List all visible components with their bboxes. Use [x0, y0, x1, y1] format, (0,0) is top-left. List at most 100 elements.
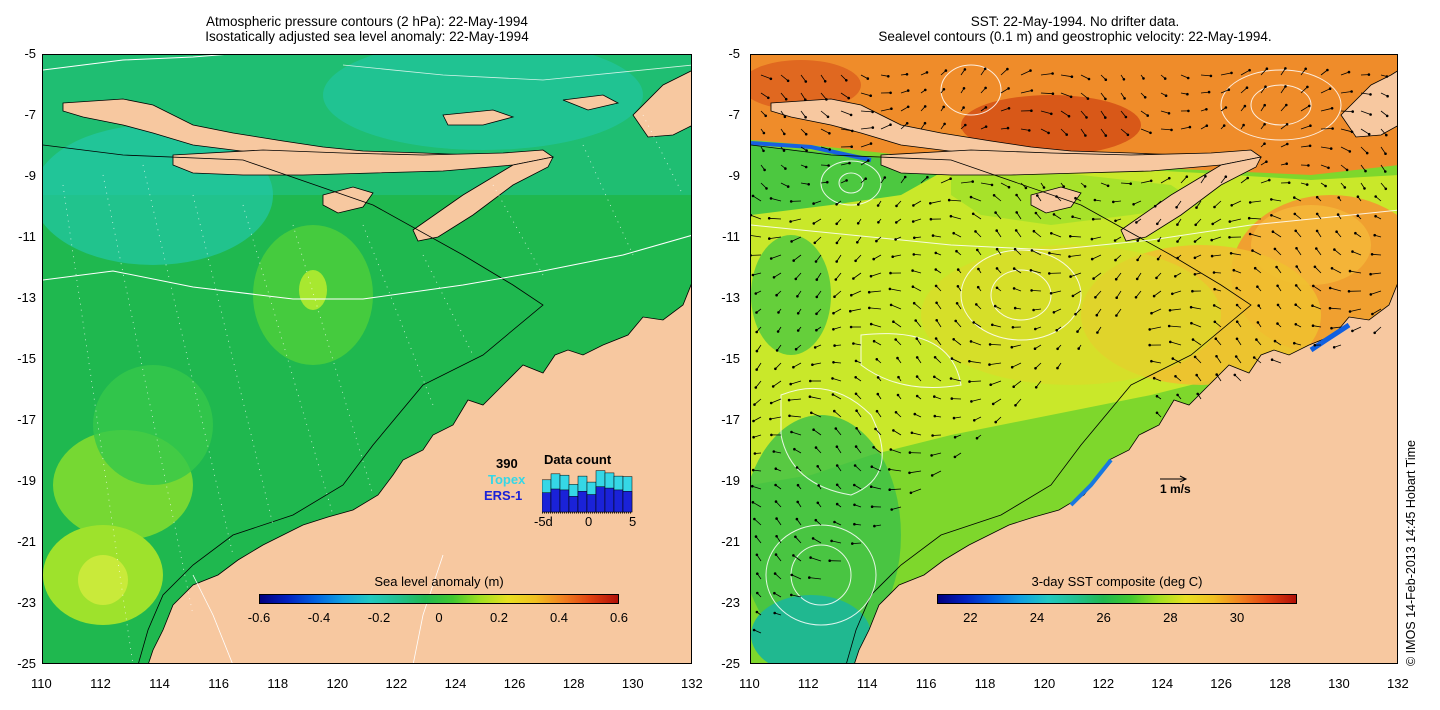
left-x-tick-label: 116	[208, 676, 229, 691]
left-y-tick-label: -19	[17, 473, 36, 488]
left-colorbar-tick-label: 0	[435, 610, 443, 625]
ers1-bar	[622, 491, 633, 513]
right-colorbar	[937, 594, 1297, 604]
ers1-bar	[586, 494, 597, 513]
left-x-tick-label: 110	[31, 676, 52, 691]
right-x-tick-label: 132	[1387, 676, 1409, 691]
left-y-tick-label: -17	[17, 412, 36, 427]
ers1-bar	[604, 487, 615, 513]
right-x-tick-label: 124	[1151, 676, 1174, 691]
geostrophic-velocity-arrows	[751, 67, 1389, 634]
right-y-tick-label: -19	[721, 473, 740, 488]
right-colorbar-tick-label: 26	[1096, 610, 1111, 625]
right-y-tick-label: -21	[721, 534, 740, 549]
left-y-tick-label: -5	[24, 46, 36, 61]
sst-map-svg	[751, 55, 1397, 663]
left-colorbar-tick-label: -0.4	[307, 610, 331, 625]
velocity-scale: 1 m/s	[1158, 474, 1218, 498]
right-x-tick-label: 110	[739, 676, 760, 691]
right-x-tick-label: 130	[1328, 676, 1350, 691]
left-y-tick-label: -9	[24, 168, 36, 183]
left-x-tick-label: 114	[149, 676, 170, 691]
topex-label: Topex	[488, 472, 526, 487]
right-x-tick-label: 120	[1033, 676, 1056, 691]
data-count-tick-0: -5d	[534, 514, 553, 529]
copyright-label: © IMOS 14-Feb-2013 14:45 Hobart Time	[1404, 440, 1418, 666]
ers1-bar	[550, 488, 561, 513]
data-count-title: Data count	[544, 452, 612, 467]
sea-level-anomaly-map[interactable]	[42, 54, 692, 664]
left-x-tick-label: 132	[681, 676, 703, 691]
left-y-tick-label: -23	[17, 595, 36, 610]
ers1-bar	[568, 496, 579, 513]
left-y-tick-label: -13	[17, 290, 36, 305]
velocity-scale-label: 1 m/s	[1160, 482, 1191, 496]
ers1-bar	[595, 486, 606, 513]
ers1-label: ERS-1	[484, 488, 523, 503]
australia-landmass-sst	[854, 283, 1397, 663]
right-y-tick-label: -15	[721, 351, 740, 366]
right-y-tick-label: -9	[728, 168, 740, 183]
right-colorbar-tick-label: 28	[1163, 610, 1178, 625]
data-count-tick-1: 0	[585, 514, 593, 529]
ers1-bar	[577, 491, 588, 513]
left-colorbar-tick-label: 0.2	[489, 610, 509, 625]
right-x-tick-label: 126	[1210, 676, 1232, 691]
data-count-inset: 390 Topex ERS-1 Data count -5d 0 5	[484, 452, 650, 532]
left-x-tick-label: 124	[444, 676, 467, 691]
left-colorbar-tick-label: -0.2	[367, 610, 391, 625]
right-y-tick-label: -7	[728, 107, 740, 122]
right-x-tick-label: 116	[915, 676, 937, 691]
right-x-tick-label: 112	[797, 676, 819, 691]
sea-level-map-svg	[43, 55, 691, 663]
right-y-tick-label: -17	[721, 412, 740, 427]
right-title: SST: 22-May-1994. No drifter data. Seale…	[750, 14, 1400, 44]
left-x-tick-label: 128	[562, 676, 585, 691]
sst-map[interactable]	[750, 54, 1398, 664]
timor-island	[412, 156, 554, 242]
ers1-bar	[613, 489, 624, 513]
right-y-tick-label: -11	[722, 229, 740, 244]
right-x-tick-label: 114	[856, 676, 878, 691]
left-colorbar-label: Sea level anomaly (m)	[374, 574, 504, 589]
left-y-tick-label: -15	[17, 351, 36, 366]
right-x-tick-label: 118	[974, 676, 996, 691]
ers1-bar	[542, 492, 552, 513]
right-title-line2: Sealevel contours (0.1 m) and geostrophi…	[878, 29, 1272, 44]
right-y-tick-label: -25	[721, 656, 740, 671]
left-y-tick-label: -25	[17, 656, 36, 671]
right-colorbar-tick-label: 24	[1029, 610, 1045, 625]
right-y-tick-label: -13	[721, 290, 740, 305]
northern-islands	[632, 70, 691, 138]
left-colorbar-tick-label: 0.4	[549, 610, 569, 625]
left-x-tick-label: 112	[90, 676, 111, 691]
data-count-tick-2: 5	[629, 514, 637, 529]
left-x-tick-label: 122	[385, 676, 408, 691]
ers1-bar	[559, 489, 570, 513]
right-y-tick-label: -23	[721, 595, 740, 610]
data-count-number: 390	[496, 456, 518, 471]
left-colorbar-tick-label: 0.6	[609, 610, 629, 625]
right-x-tick-label: 122	[1092, 676, 1115, 691]
left-title-line1: Atmospheric pressure contours (2 hPa): 2…	[206, 14, 528, 29]
left-title-line2: Isostatically adjusted sea level anomaly…	[205, 29, 529, 44]
left-y-tick-label: -7	[24, 107, 36, 122]
right-title-line1: SST: 22-May-1994. No drifter data.	[970, 14, 1180, 29]
left-x-tick-label: 120	[326, 676, 349, 691]
sumba-island	[322, 186, 374, 214]
left-colorbar-tick-label: -0.6	[247, 610, 271, 625]
left-y-tick-label: -21	[17, 534, 36, 549]
right-colorbar-label: 3-day SST composite (deg C)	[1031, 574, 1203, 589]
left-colorbar	[259, 594, 619, 604]
data-count-bars	[542, 470, 633, 514]
australia-landmass	[148, 283, 691, 663]
left-y-tick-label: -11	[18, 229, 36, 244]
left-title: Atmospheric pressure contours (2 hPa): 2…	[42, 14, 692, 44]
left-x-tick-label: 130	[621, 676, 644, 691]
left-x-tick-label: 126	[503, 676, 526, 691]
right-colorbar-tick-label: 22	[963, 610, 978, 625]
velocity-scale-arrow-icon	[1160, 475, 1188, 483]
right-colorbar-tick-label: 30	[1229, 610, 1245, 625]
right-x-tick-label: 128	[1269, 676, 1291, 691]
left-x-tick-label: 118	[267, 676, 289, 691]
